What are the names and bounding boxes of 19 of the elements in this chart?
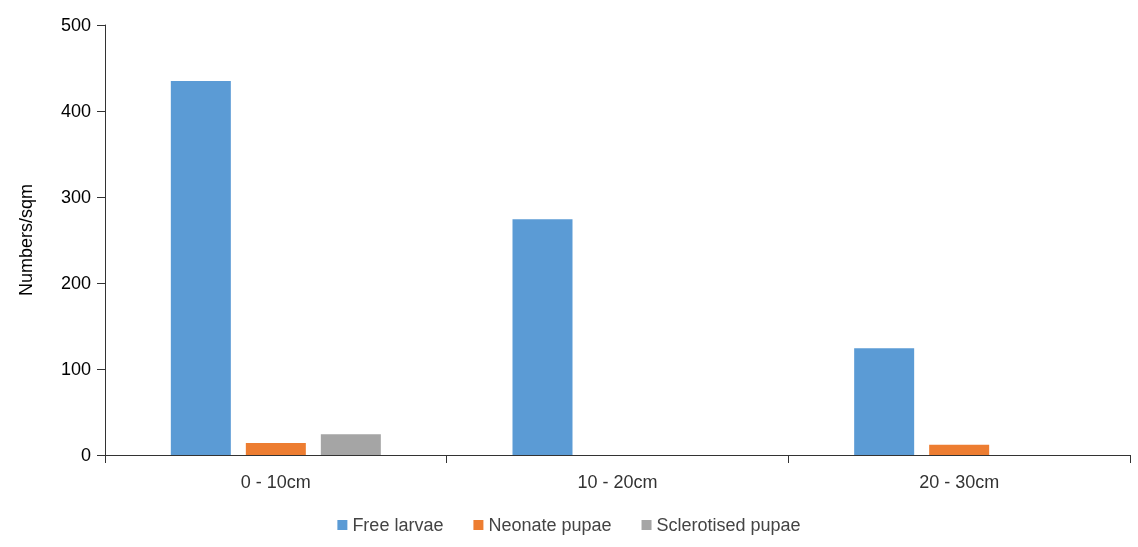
y-tick-label: 500: [60, 15, 91, 35]
y-tick-label: 400: [60, 101, 91, 121]
y-tick-label: 0: [80, 445, 91, 465]
bar: [854, 348, 915, 455]
bar: [512, 219, 573, 455]
bar: [170, 80, 231, 455]
bar: [929, 444, 990, 455]
legend-label: Neonate pupae: [488, 515, 612, 535]
x-tick-label: 0 - 10cm: [240, 472, 311, 492]
bar: [245, 442, 306, 455]
y-axis-title: Numbers/sqm: [16, 183, 36, 297]
x-tick-label: 10 - 20cm: [577, 472, 658, 492]
bar: [320, 434, 381, 455]
y-tick-label: 100: [60, 359, 91, 379]
x-tick-label: 20 - 30cm: [919, 472, 1000, 492]
y-tick-label: 200: [60, 273, 91, 293]
y-tick-label: 300: [60, 187, 91, 207]
legend-label: Sclerotised pupae: [656, 515, 801, 535]
legend-label: Free larvae: [352, 515, 444, 535]
